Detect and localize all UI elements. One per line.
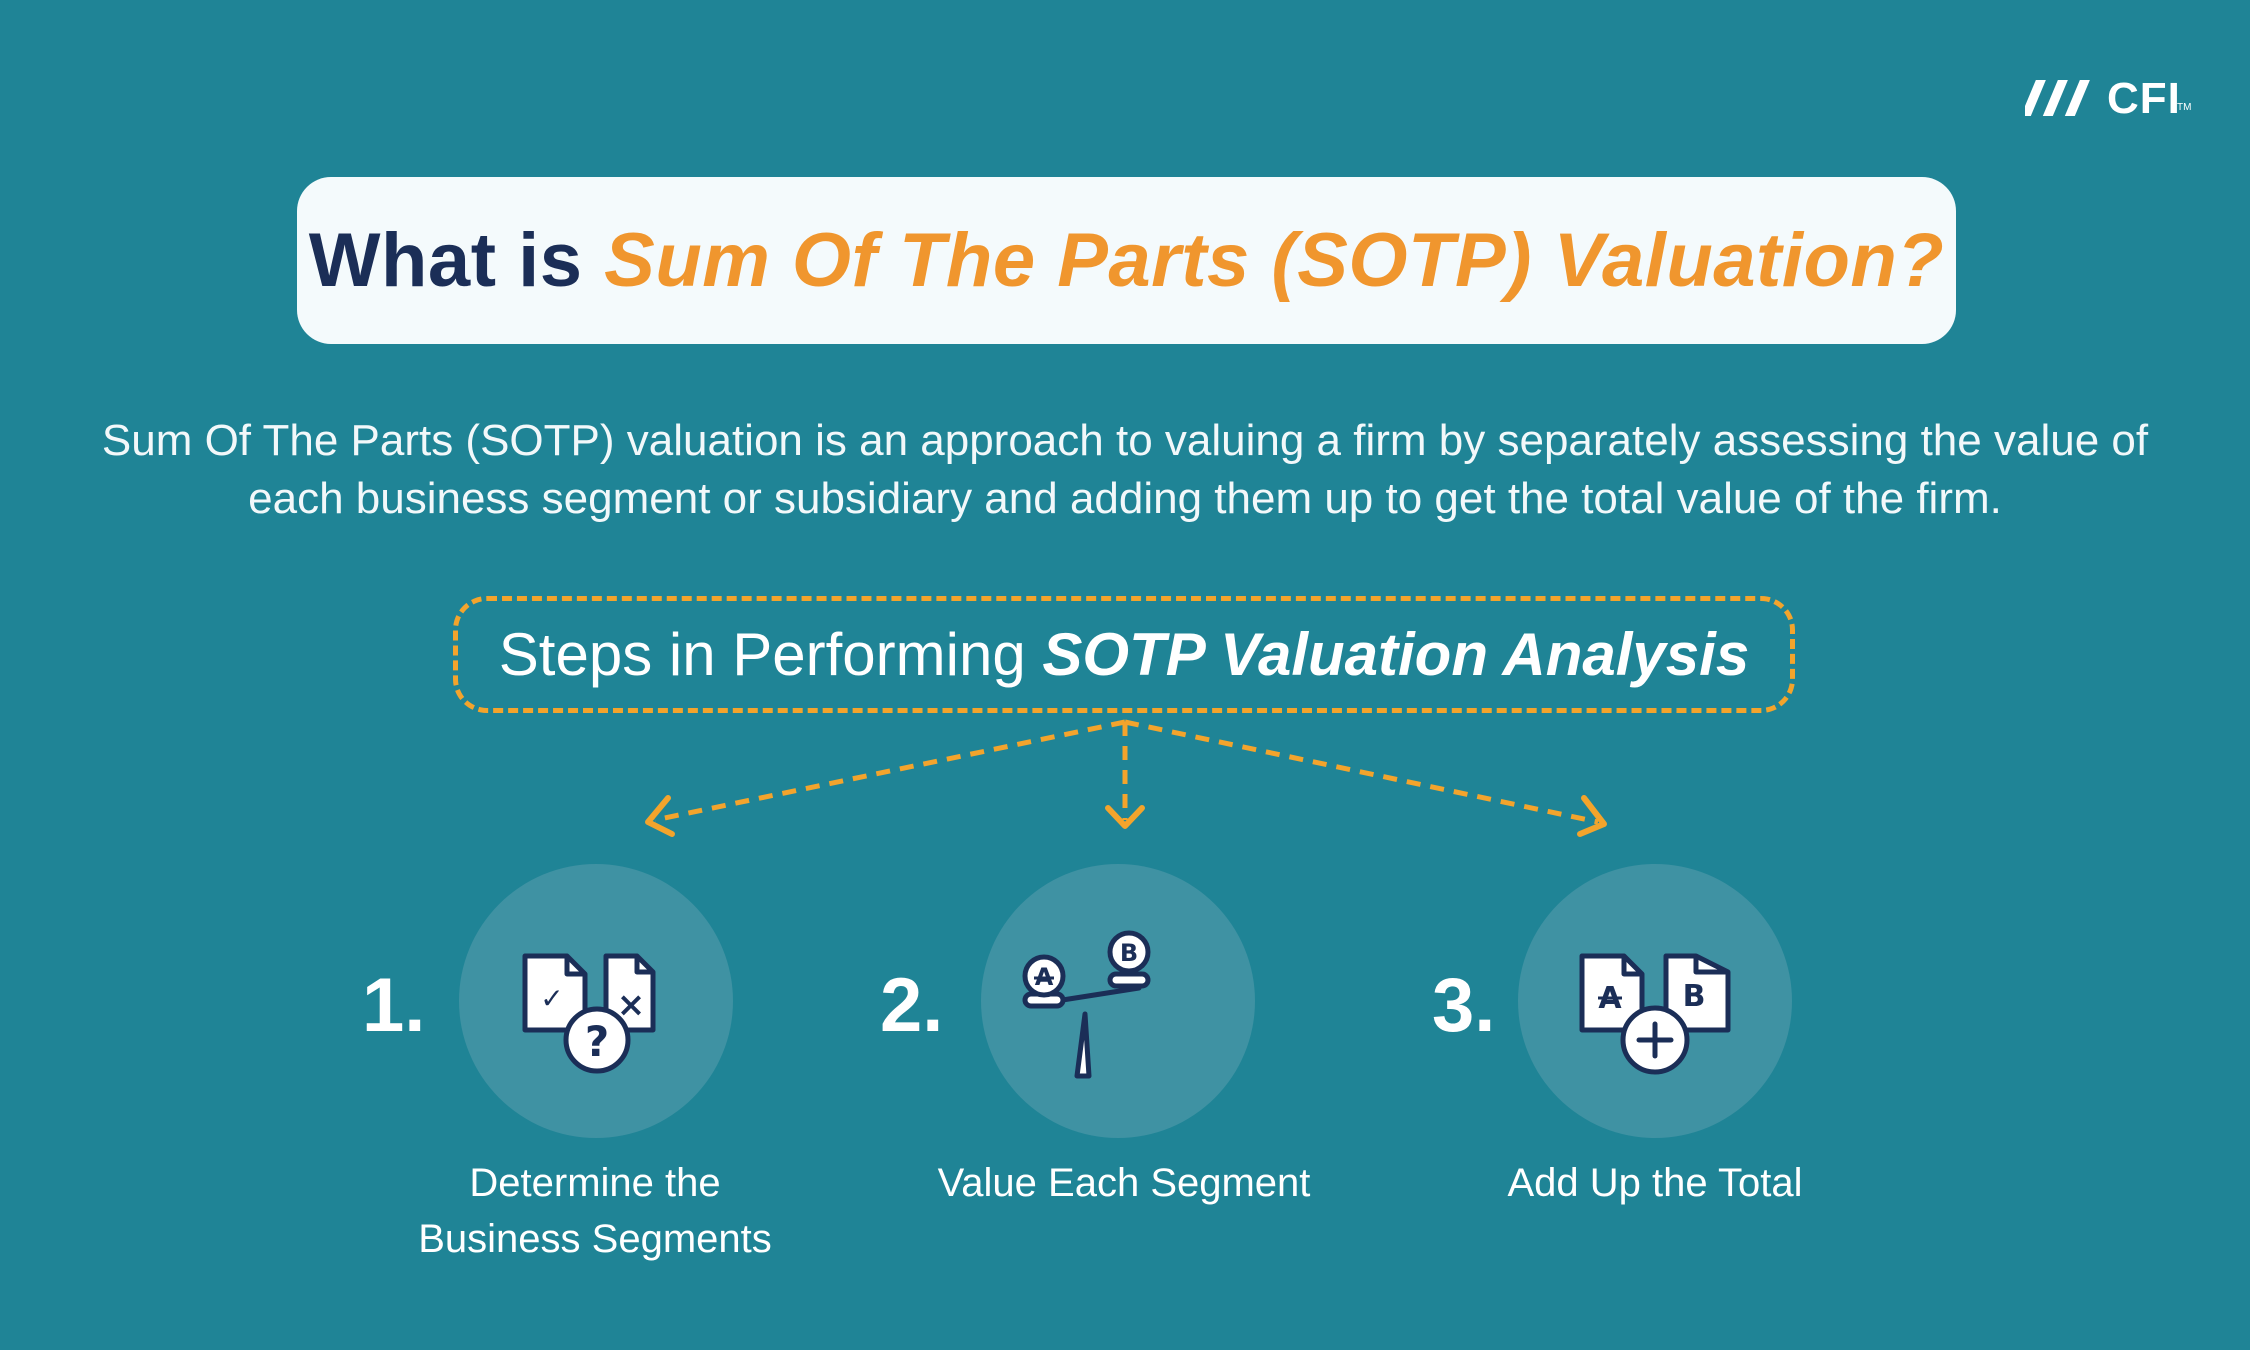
step-label-3: Add Up the Total: [1455, 1155, 1855, 1211]
check-glyph: ✓: [540, 982, 563, 1015]
step-label-3-line-1: Add Up the Total: [1507, 1161, 1803, 1205]
cfi-logo-text: CFI: [2107, 74, 2181, 123]
question-glyph: ?: [585, 1017, 609, 1066]
cfi-logo-mark-icon: [2025, 80, 2090, 116]
documents-plus-icon: A B: [1579, 953, 1731, 1075]
intro-paragraph: Sum Of The Parts (SOTP) valuation is an …: [101, 416, 2149, 523]
steps-heading-box: Steps in Performing SOTP Valuation Analy…: [453, 596, 1795, 713]
step-label-1-line-2: Business Segments: [418, 1217, 772, 1261]
title-prefix: What is: [308, 218, 605, 303]
arrowhead-right-icon: [1577, 795, 1607, 837]
cfi-logo: CFI TM: [2025, 72, 2191, 128]
steps-heading-prefix: Steps in Performing: [498, 621, 1043, 688]
title-highlight: Sum Of The Parts (SOTP) Valuation?: [604, 218, 1945, 303]
step-label-2-line-1: Value Each Segment: [937, 1161, 1311, 1205]
cross-glyph: ×: [617, 985, 646, 1025]
balance-scale-icon: A B: [1022, 930, 1151, 1079]
step-number-3: 3.: [1432, 963, 1496, 1048]
arrowhead-left-icon: [645, 795, 675, 837]
step-label-2: Value Each Segment: [924, 1155, 1324, 1211]
arrowhead-center-icon: [1105, 805, 1145, 829]
doc-b-glyph: B: [1683, 979, 1706, 1014]
step-label-1: Determine the Business Segments: [395, 1155, 795, 1267]
page-title: What is Sum Of The Parts (SOTP) Valuatio…: [309, 217, 1944, 304]
trademark-symbol: TM: [2177, 102, 2192, 113]
title-banner: What is Sum Of The Parts (SOTP) Valuatio…: [297, 177, 1956, 344]
documents-question-icon: ✓ × ?: [522, 953, 656, 1074]
steps-heading: Steps in Performing SOTP Valuation Analy…: [499, 620, 1749, 689]
step-circle-1: ✓ × ?: [459, 864, 733, 1138]
connector-arrow-right: [1124, 719, 1599, 825]
step-number-1: 1.: [362, 963, 426, 1048]
steps-heading-highlight: SOTP Valuation Analysis: [1042, 621, 1750, 688]
step-number-2: 2.: [880, 963, 944, 1048]
step-circle-3: A B: [1518, 864, 1792, 1138]
step-label-1-line-1: Determine the: [469, 1161, 721, 1205]
coin-b-glyph: B: [1120, 939, 1138, 967]
connector-arrow-left: [654, 719, 1126, 823]
step-circle-2: A B: [981, 864, 1255, 1138]
